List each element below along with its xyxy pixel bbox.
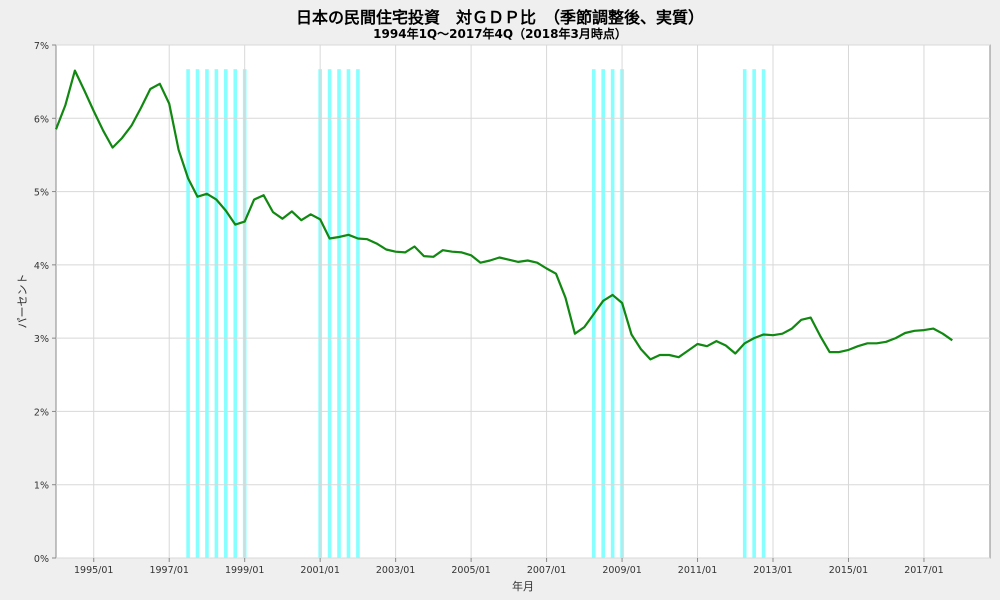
x-tick-label-11: 2017/01 xyxy=(904,565,943,576)
x-tick-label-1: 1997/01 xyxy=(149,565,188,576)
x-tick-label-0: 1995/01 xyxy=(74,565,113,576)
x-tick-label-7: 2009/01 xyxy=(602,565,641,576)
recession-band-3 xyxy=(214,69,219,558)
y-tick-label-3: 3% xyxy=(34,334,49,345)
y-tick-label-2: 2% xyxy=(34,407,49,418)
recession-band-13 xyxy=(601,69,605,558)
recession-band-16 xyxy=(742,69,747,558)
y-tick-label-7: 7% xyxy=(34,41,49,52)
x-tick-label-5: 2005/01 xyxy=(451,565,490,576)
recession-band-2 xyxy=(205,69,209,558)
recession-band-14 xyxy=(610,69,615,558)
recession-band-1 xyxy=(195,69,200,558)
recession-band-4 xyxy=(224,69,228,558)
recession-band-18 xyxy=(761,69,766,558)
recession-band-0 xyxy=(186,69,190,558)
grid-lines xyxy=(56,44,990,559)
x-tick-label-9: 2013/01 xyxy=(753,565,792,576)
x-axis: 1995/01 1997/01 1999/01 2001/01 2003/01 2005/… xyxy=(74,558,944,576)
x-tick-label-3: 2001/01 xyxy=(300,565,339,576)
y-tick-label-6: 6% xyxy=(34,114,49,125)
x-tick-label-2: 1999/01 xyxy=(225,565,264,576)
recession-band-17 xyxy=(752,69,756,558)
y-tick-label-5: 5% xyxy=(34,188,49,199)
y-tick-label-1: 1% xyxy=(34,481,49,492)
x-tick-label-8: 2011/01 xyxy=(678,565,717,576)
recession-band-5 xyxy=(233,69,238,558)
y-axis: 0% 1% 2% 3% 4% 5% 6% 7% xyxy=(34,41,56,565)
y-axis-label: パーセント xyxy=(16,274,29,329)
recession-band-10 xyxy=(346,69,351,558)
chart-subtitle: 1994年1Q～2017年4Q（2018年3月時点） xyxy=(373,27,627,41)
recession-band-9 xyxy=(337,69,341,558)
x-axis-label: 年月 xyxy=(512,579,534,593)
recession-band-11 xyxy=(356,69,360,558)
x-tick-label-10: 2015/01 xyxy=(829,565,868,576)
x-tick-label-6: 2007/01 xyxy=(527,565,566,576)
chart-title: 日本の民間住宅投資 対ＧＤＰ比 （季節調整後、実質） xyxy=(295,8,704,27)
y-tick-label-4: 4% xyxy=(34,261,49,272)
plot-area xyxy=(55,44,991,559)
y-tick-label-0: 0% xyxy=(34,554,49,565)
x-tick-label-4: 2003/01 xyxy=(376,565,415,576)
series-line xyxy=(54,69,953,361)
recession-band-8 xyxy=(327,69,332,558)
